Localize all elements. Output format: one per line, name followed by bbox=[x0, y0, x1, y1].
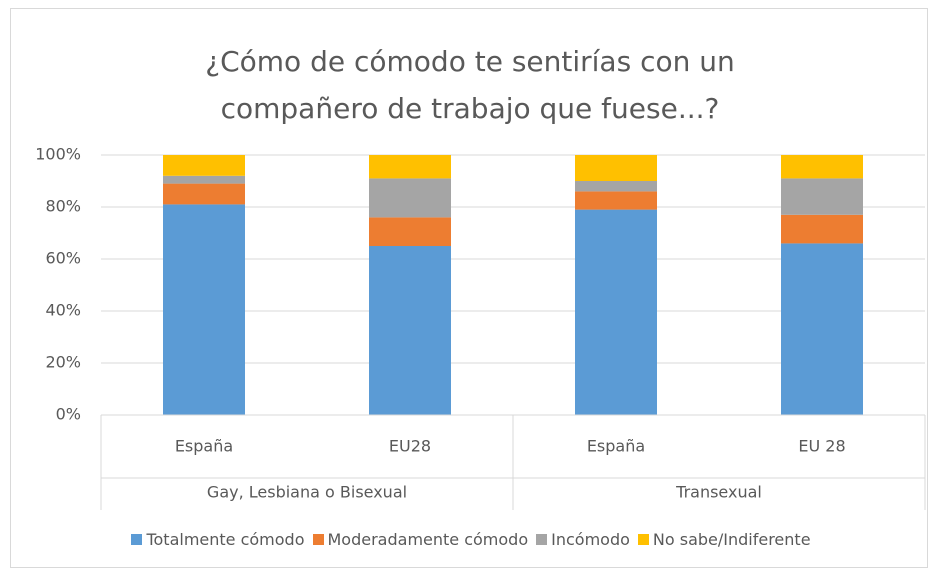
bar-segment bbox=[369, 217, 451, 246]
legend: Totalmente cómodo Moderadamente cómodo Inc… bbox=[0, 530, 942, 549]
bar-segment bbox=[163, 175, 245, 184]
legend-item: Totalmente cómodo bbox=[131, 530, 305, 549]
bar-segment bbox=[781, 178, 863, 215]
legend-item: No sabe/Indiferente bbox=[637, 530, 811, 549]
legend-swatch bbox=[536, 534, 548, 545]
legend-label: Totalmente cómodo bbox=[146, 530, 305, 549]
y-tick-label: 60% bbox=[45, 249, 81, 268]
bar-segment bbox=[781, 214, 863, 244]
chart-title: ¿Cómo de cómodo te sentirías con un comp… bbox=[205, 45, 735, 125]
x-tick-label: EU 28 bbox=[798, 437, 845, 456]
x-tick-label: EU28 bbox=[389, 437, 431, 456]
legend-swatch bbox=[312, 534, 324, 545]
y-tick-label: 80% bbox=[45, 197, 81, 216]
legend-label: Moderadamente cómodo bbox=[327, 530, 529, 549]
bar-segment bbox=[575, 209, 657, 415]
legend-swatch bbox=[637, 534, 649, 545]
legend-swatch bbox=[131, 534, 143, 545]
bar-segment bbox=[781, 243, 863, 415]
legend-item: Moderadamente cómodo bbox=[312, 530, 529, 549]
group-label: Transexual bbox=[675, 483, 762, 502]
chart-frame bbox=[10, 8, 928, 568]
y-tick-label: 0% bbox=[56, 405, 81, 424]
bar-segment bbox=[163, 155, 245, 176]
y-tick-label: 100% bbox=[35, 145, 81, 164]
y-tick-label: 20% bbox=[45, 353, 81, 372]
group-label: Gay, Lesbiana o Bisexual bbox=[207, 483, 407, 502]
bar-segment bbox=[369, 155, 451, 179]
legend-label: No sabe/Indiferente bbox=[652, 530, 811, 549]
bar-segment bbox=[575, 191, 657, 210]
x-tick-label: España bbox=[587, 437, 645, 456]
bar-segment bbox=[163, 204, 245, 415]
bar-segment bbox=[163, 183, 245, 205]
bar-segment bbox=[369, 178, 451, 218]
bar-segment bbox=[575, 181, 657, 192]
legend-item: Incómodo bbox=[536, 530, 630, 549]
x-tick-label: España bbox=[175, 437, 233, 456]
bar-segment bbox=[575, 155, 657, 181]
bar-segment bbox=[369, 246, 451, 415]
y-tick-label: 40% bbox=[45, 301, 81, 320]
legend-label: Incómodo bbox=[551, 530, 630, 549]
bar-segment bbox=[781, 155, 863, 179]
